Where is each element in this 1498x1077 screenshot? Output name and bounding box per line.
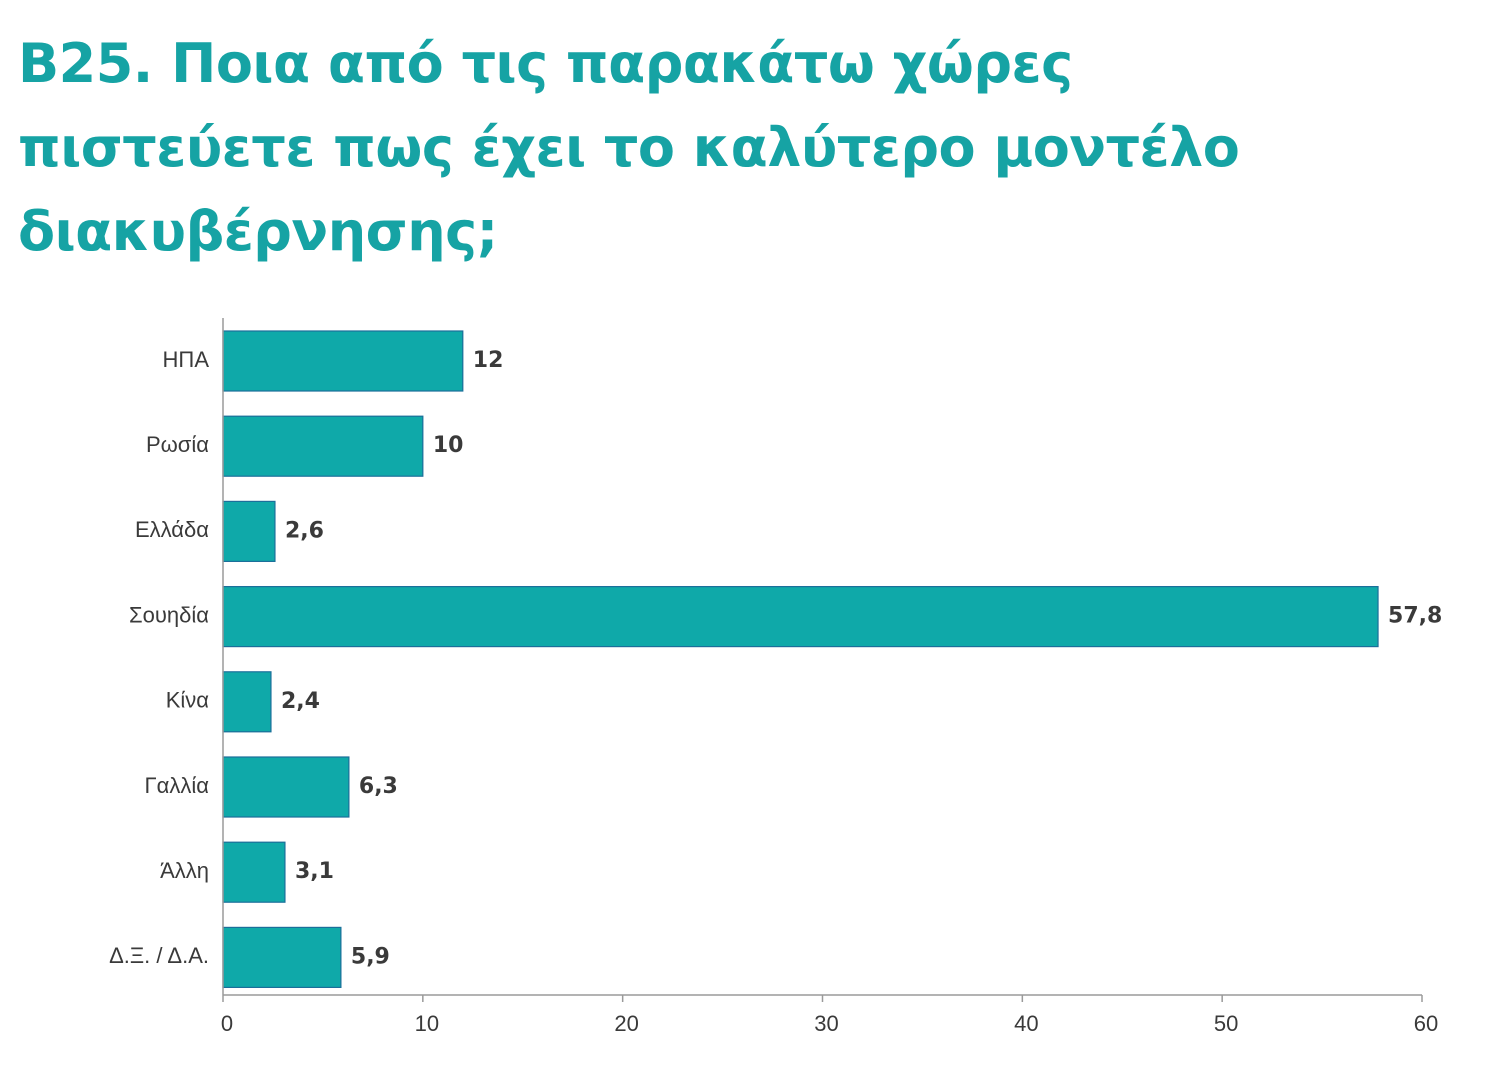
x-tick-label-20: 20 [614, 1011, 638, 1036]
bar-row-2 [222, 500, 276, 562]
bar-row-5 [222, 756, 350, 818]
value-label-row-1: 10 [433, 433, 464, 458]
x-tick-label-40: 40 [1014, 1011, 1038, 1036]
category-label-row-2: Ελλάδα [135, 517, 209, 542]
bar-row-4 [222, 671, 272, 733]
x-tick-label-0: 0 [221, 1011, 233, 1036]
category-label-row-5: Γαλλία [145, 773, 210, 798]
value-label-row-6: 3,1 [295, 859, 334, 884]
value-label-row-4: 2,4 [281, 689, 320, 714]
x-tick-label-10: 10 [415, 1011, 439, 1036]
x-tick-label-60: 60 [1414, 1011, 1438, 1036]
labels-layer: ΗΠΑ 12 Ρωσία 10 Ελλάδα 2,6 Σουηδία 57,8 Κίνα 2,4 Γ… [109, 347, 1442, 970]
axis-layer: 0 10 20 30 40 50 60 [221, 318, 1438, 1036]
bar-row-7 [222, 926, 342, 989]
x-tick-label-30: 30 [814, 1011, 838, 1036]
bar-row-1 [222, 415, 424, 477]
x-tick-label-50: 50 [1214, 1011, 1238, 1036]
value-label-row-2: 2,6 [285, 518, 324, 543]
category-label-row-4: Κίνα [166, 688, 210, 713]
category-label-row-7: Δ.Ξ. / Δ.Α. [109, 943, 209, 968]
chart-title: Β25. Ποια από τις παρακάτω χώρες πιστεύε… [18, 32, 1240, 263]
category-label-row-3: Σουηδία [129, 602, 209, 627]
value-label-row-3: 57,8 [1388, 604, 1442, 629]
category-label-row-0: ΗΠΑ [163, 347, 210, 372]
value-label-row-0: 12 [473, 348, 504, 373]
value-label-row-7: 5,9 [351, 944, 390, 969]
value-label-row-5: 6,3 [359, 774, 398, 799]
bar-row-3 [222, 585, 1379, 648]
category-label-row-1: Ρωσία [146, 432, 209, 457]
bar-row-0 [222, 330, 464, 392]
category-label-row-6: Άλλη [160, 858, 209, 883]
bars-layer [222, 330, 1379, 989]
bar-row-6 [222, 841, 286, 903]
